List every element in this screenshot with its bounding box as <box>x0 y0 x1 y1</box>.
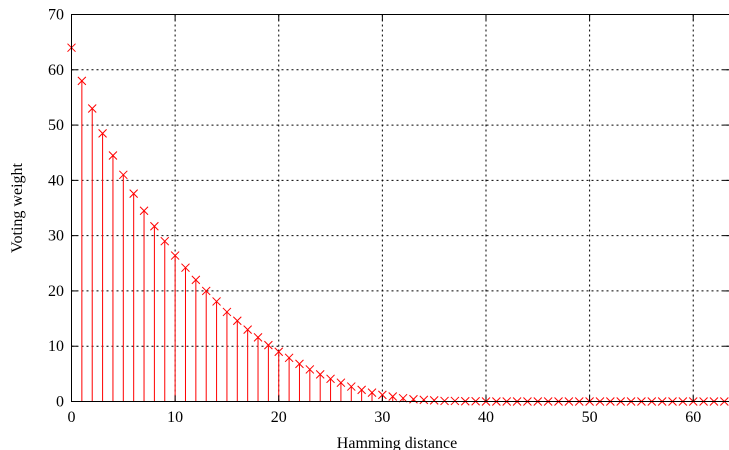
stem-series <box>71 47 477 402</box>
data-point-marker <box>440 396 449 406</box>
y-tick-label: 20 <box>48 283 64 300</box>
data-point-marker <box>222 307 232 317</box>
data-point-marker <box>160 236 170 246</box>
y-tick-label: 40 <box>48 172 64 189</box>
data-point-marker <box>191 275 201 285</box>
y-tick-labels: 0 10 20 30 40 50 60 70 <box>48 7 64 411</box>
data-point-marker <box>170 251 180 260</box>
data-point-marker <box>315 370 325 379</box>
data-point-marker <box>346 382 356 391</box>
data-point-marker <box>450 396 460 406</box>
y-tick-label: 50 <box>48 117 64 134</box>
data-point-marker <box>243 325 253 334</box>
data-point-marker <box>201 286 211 296</box>
data-point-marker <box>129 189 139 198</box>
data-point-marker <box>388 392 398 401</box>
data-point-marker <box>429 396 439 405</box>
grid-lines <box>71 14 729 402</box>
data-point-marker <box>398 393 408 403</box>
x-tick-label: 0 <box>68 409 76 426</box>
data-point-marker <box>326 374 335 384</box>
data-point-marker <box>98 129 107 138</box>
x-tick-labels: 0 10 20 30 40 50 60 <box>68 409 702 426</box>
data-point-marker <box>253 333 263 342</box>
data-point-marker <box>409 394 418 404</box>
x-tick-label: 40 <box>478 409 494 426</box>
y-tick-label: 0 <box>56 394 64 411</box>
data-point-marker <box>305 365 315 374</box>
x-tick-label: 60 <box>685 409 701 426</box>
data-point-marker <box>118 170 128 180</box>
axis-ticks <box>71 14 729 402</box>
data-point-marker <box>357 385 366 395</box>
y-tick-label: 70 <box>48 7 64 24</box>
data-point-marker <box>378 390 387 400</box>
x-tick-label: 20 <box>271 409 287 426</box>
x-axis-title: Hamming distance <box>337 435 457 450</box>
data-point-marker <box>284 353 294 363</box>
data-point-marker <box>108 151 118 160</box>
y-tick-label: 10 <box>48 338 64 355</box>
data-point-marker <box>274 347 284 357</box>
data-point-marker <box>367 388 377 398</box>
data-point-marker <box>139 206 149 216</box>
data-point-marker <box>212 297 221 306</box>
y-tick-label: 60 <box>48 62 64 79</box>
plot-frame <box>71 14 729 402</box>
x-tick-label: 50 <box>582 409 598 426</box>
data-point-marker <box>150 221 159 231</box>
data-point-marker <box>295 359 304 369</box>
y-tick-label: 30 <box>48 228 64 245</box>
x-tick-label: 30 <box>374 409 390 426</box>
data-point-marker <box>232 316 242 326</box>
data-point-marker <box>419 395 429 405</box>
data-point-marker <box>87 104 97 113</box>
x-tick-label: 10 <box>167 409 183 426</box>
y-axis-title: Voting weight <box>9 162 26 252</box>
data-point-marker <box>264 340 273 350</box>
data-point-marker <box>181 263 190 273</box>
marker-series <box>67 43 729 406</box>
data-point-marker <box>77 76 87 86</box>
data-point-marker <box>336 378 346 388</box>
